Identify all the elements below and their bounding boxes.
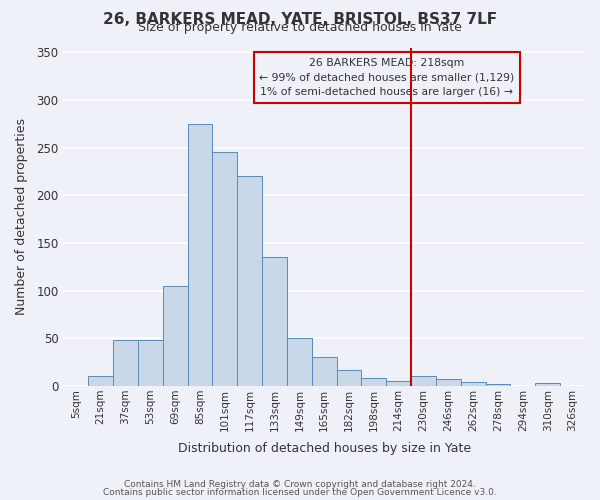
Bar <box>163 286 188 386</box>
Bar <box>287 338 312 386</box>
Bar <box>312 358 337 386</box>
Text: 26 BARKERS MEAD: 218sqm
← 99% of detached houses are smaller (1,129)
1% of semi-: 26 BARKERS MEAD: 218sqm ← 99% of detache… <box>259 58 514 98</box>
Text: Contains HM Land Registry data © Crown copyright and database right 2024.: Contains HM Land Registry data © Crown c… <box>124 480 476 489</box>
Bar <box>461 382 485 386</box>
Bar <box>535 383 560 386</box>
Bar <box>436 380 461 386</box>
Bar <box>188 124 212 386</box>
Bar <box>88 376 113 386</box>
Bar <box>485 384 511 386</box>
Bar <box>361 378 386 386</box>
Bar <box>113 340 138 386</box>
Bar <box>337 370 361 386</box>
Y-axis label: Number of detached properties: Number of detached properties <box>15 118 28 315</box>
Text: Size of property relative to detached houses in Yate: Size of property relative to detached ho… <box>138 22 462 35</box>
Bar <box>138 340 163 386</box>
Bar <box>386 381 411 386</box>
Bar <box>411 376 436 386</box>
Text: 26, BARKERS MEAD, YATE, BRISTOL, BS37 7LF: 26, BARKERS MEAD, YATE, BRISTOL, BS37 7L… <box>103 12 497 26</box>
Bar <box>237 176 262 386</box>
Bar <box>212 152 237 386</box>
Bar <box>262 258 287 386</box>
Text: Contains public sector information licensed under the Open Government Licence v3: Contains public sector information licen… <box>103 488 497 497</box>
X-axis label: Distribution of detached houses by size in Yate: Distribution of detached houses by size … <box>178 442 471 455</box>
